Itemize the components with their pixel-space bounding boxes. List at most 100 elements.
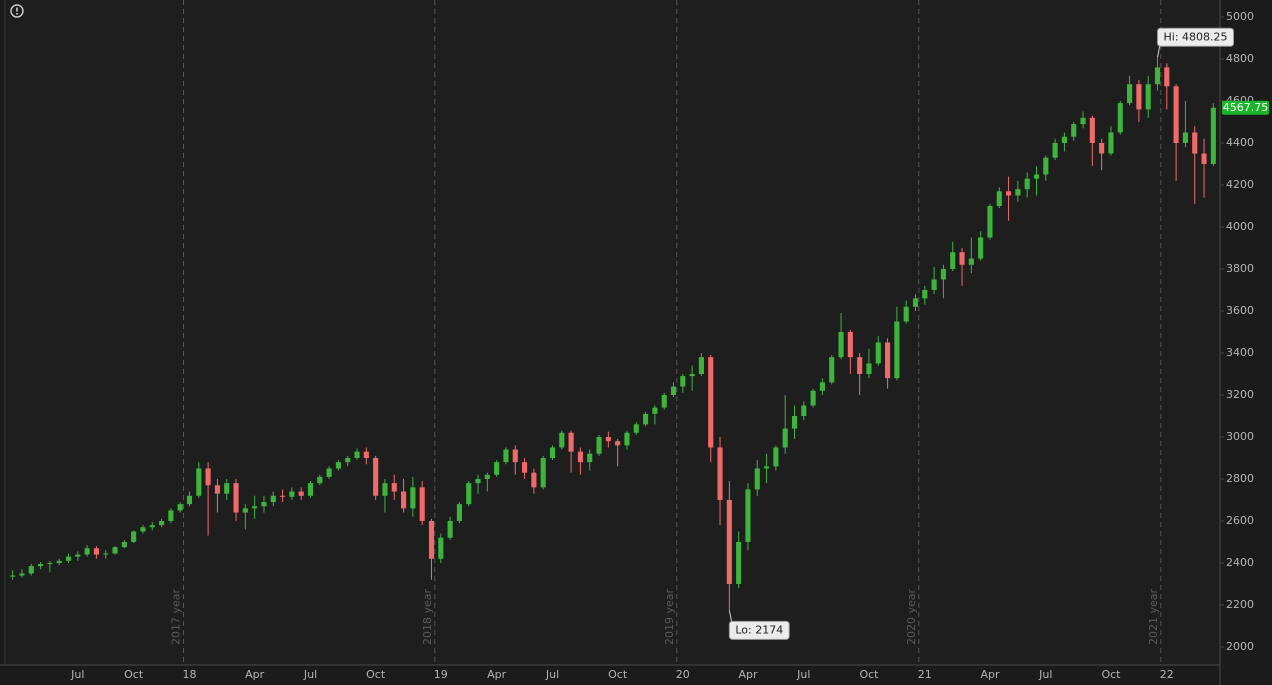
candle-body	[866, 363, 872, 374]
last-price-box	[1222, 100, 1269, 115]
candle-body	[326, 468, 332, 477]
y-tick-label: 2000	[1226, 640, 1254, 653]
candle-body	[10, 575, 16, 577]
alert-icon[interactable]	[10, 4, 24, 18]
x-tick-label: Jul	[303, 668, 317, 681]
candle-body	[149, 525, 155, 528]
candle-body	[1154, 67, 1161, 85]
x-tick-label: Oct	[1101, 668, 1121, 681]
candle-body	[131, 531, 137, 542]
candle-body	[1164, 67, 1170, 87]
candle-body	[233, 483, 239, 513]
candle-body	[289, 491, 295, 497]
candle-body	[1052, 142, 1058, 158]
candle-body	[317, 476, 323, 484]
candle-body	[112, 547, 118, 554]
candle-body	[1173, 86, 1179, 143]
candle-body	[103, 553, 109, 555]
candle-body	[186, 495, 193, 505]
x-tick-label: Jul	[545, 668, 559, 681]
candle-body	[503, 449, 509, 463]
candle-body	[810, 390, 816, 406]
candle-body	[717, 447, 723, 500]
y-tick-label: 2600	[1226, 514, 1254, 527]
candle-body	[670, 386, 677, 395]
candle-body	[1192, 132, 1198, 154]
candle-body	[410, 487, 416, 509]
candle-body	[689, 373, 695, 377]
x-tick-label: Apr	[245, 668, 265, 681]
year-label: 2019 year	[663, 588, 676, 645]
candle-body	[931, 279, 937, 290]
candle-body	[549, 447, 556, 458]
candle-body	[531, 472, 537, 488]
lo-tag-text: Lo: 2174	[735, 623, 783, 636]
x-tick-label: 19	[434, 668, 448, 681]
candle-body	[791, 415, 798, 429]
candle-body	[196, 468, 202, 496]
candle-body	[438, 537, 444, 559]
y-tick-label: 2800	[1226, 472, 1254, 485]
candle-body	[829, 357, 835, 383]
y-tick-label: 4400	[1226, 136, 1254, 149]
candle-body	[615, 441, 621, 446]
candle-body	[764, 466, 770, 469]
y-tick-label: 4000	[1226, 220, 1254, 233]
candle-body	[168, 510, 174, 521]
candle-body	[494, 462, 500, 475]
y-tick-label: 3000	[1226, 430, 1254, 443]
candle-body	[335, 462, 341, 469]
candle-body	[38, 564, 44, 567]
x-tick-label: Oct	[608, 668, 628, 681]
candle-body	[838, 331, 844, 358]
x-tick-label: Apr	[487, 668, 507, 681]
candle-body	[912, 298, 919, 307]
candle-body	[522, 462, 528, 473]
candle-body	[1033, 174, 1040, 179]
candle-body	[587, 453, 593, 463]
candle-body	[354, 451, 360, 458]
x-tick-label: 22	[1160, 668, 1174, 681]
candle-body	[1071, 124, 1077, 137]
candle-body	[875, 342, 881, 364]
candle-body	[1099, 142, 1105, 154]
candle-body	[1089, 117, 1095, 143]
candle-body	[1024, 178, 1030, 190]
candle-body	[1201, 153, 1207, 164]
candle-body	[894, 321, 900, 379]
candle-body	[252, 506, 258, 509]
candle-body	[140, 527, 146, 532]
candle-body	[391, 483, 397, 492]
candle-body	[1043, 157, 1049, 175]
candle-body	[19, 573, 25, 576]
candle-body	[1145, 84, 1151, 110]
candle-body	[1127, 84, 1133, 104]
candle-body	[987, 205, 993, 238]
candle-body	[373, 457, 379, 496]
candle-body	[363, 451, 369, 458]
candle-body	[419, 487, 425, 521]
lo-tag-box	[728, 620, 790, 640]
y-tick-label: 4800	[1226, 52, 1254, 65]
candle-body	[652, 407, 658, 414]
candle-body	[801, 405, 807, 416]
y-tick-label: 2400	[1226, 556, 1254, 569]
candle-body	[708, 357, 714, 448]
candle-body	[857, 357, 863, 374]
candle-body	[345, 457, 351, 463]
candle-body	[922, 289, 928, 299]
alert-circle	[10, 4, 24, 18]
candle-body	[903, 306, 909, 322]
candle-body	[661, 394, 667, 408]
candle-body	[698, 357, 704, 374]
candle-body	[819, 382, 825, 391]
candle-body	[643, 413, 649, 425]
x-tick-label: 20	[676, 668, 690, 681]
lo-tag: Lo: 2174	[728, 610, 790, 640]
candle-body	[624, 432, 630, 446]
candle-body	[47, 562, 53, 565]
y-tick-label: 3600	[1226, 304, 1254, 317]
candle-body	[633, 424, 639, 433]
candle-body	[121, 541, 127, 548]
candle-body	[84, 548, 90, 555]
